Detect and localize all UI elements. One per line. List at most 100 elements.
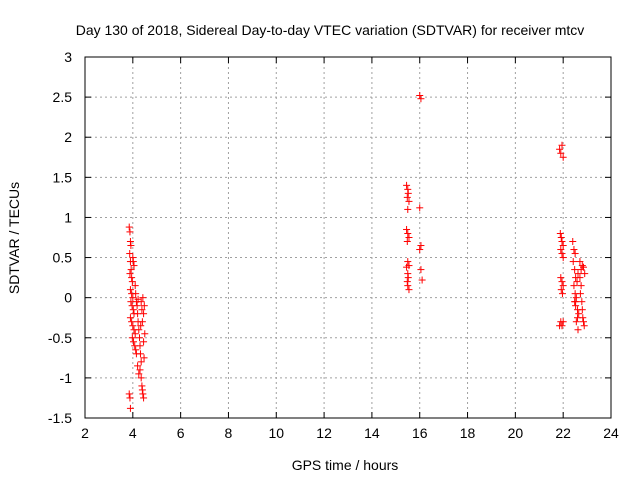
- data-point: [558, 141, 566, 149]
- data-point: [556, 322, 564, 330]
- data-point: [405, 197, 413, 205]
- data-point: [575, 310, 583, 318]
- x-axis-title: GPS time / hours: [292, 457, 399, 473]
- data-point: [137, 374, 145, 382]
- data-point: [572, 318, 580, 326]
- x-tick-label: 6: [177, 425, 185, 441]
- data-point: [576, 274, 584, 282]
- data-point: [558, 278, 566, 286]
- data-point: [556, 229, 564, 237]
- data-point: [570, 282, 578, 290]
- data-point: [580, 322, 588, 330]
- data-point: [580, 318, 588, 326]
- data-point: [570, 246, 578, 254]
- grid: [85, 57, 611, 418]
- y-tick-label: -0.5: [48, 330, 72, 346]
- data-point: [571, 266, 579, 274]
- plot-frame: [84, 56, 612, 419]
- data-point: [574, 326, 582, 334]
- data-point: [417, 95, 425, 103]
- data-point: [557, 286, 565, 294]
- data-point: [141, 330, 149, 338]
- axis-ticks: [84, 56, 612, 419]
- data-point: [126, 250, 134, 258]
- data-point: [557, 234, 565, 241]
- data-point: [138, 318, 146, 326]
- data-point: [403, 238, 411, 246]
- data-point: [135, 370, 143, 378]
- data-point: [416, 92, 424, 100]
- data-point: [559, 282, 567, 290]
- chart-title: Day 130 of 2018, Sidereal Day-to-day VTE…: [76, 22, 585, 38]
- data-point: [129, 258, 137, 266]
- data-point: [403, 263, 411, 271]
- data-point: [557, 246, 565, 254]
- data-point: [558, 238, 566, 246]
- data-point: [128, 334, 136, 342]
- data-point: [139, 294, 147, 302]
- x-tick-label: 8: [225, 425, 233, 441]
- data-point: [581, 270, 589, 278]
- x-tick-label: 18: [460, 425, 476, 441]
- data-point: [569, 258, 577, 266]
- data-point: [129, 294, 137, 302]
- data-point: [126, 314, 134, 322]
- data-point: [559, 242, 567, 250]
- data-point: [128, 278, 136, 286]
- y-tick-label: 3: [64, 49, 72, 65]
- data-point: [418, 276, 426, 284]
- data-point: [578, 262, 586, 270]
- data-point: [404, 205, 412, 213]
- y-axis-title: SDTVAR / TECUs: [6, 182, 22, 294]
- data-point: [132, 290, 140, 298]
- tick-labels: 2 4 6 8 10 12 14 16 18 20 22 24-1.5-1-0.500.511.522…: [48, 49, 619, 441]
- data-point: [133, 302, 141, 310]
- data-point: [572, 294, 580, 302]
- x-tick-label: 20: [508, 425, 524, 441]
- x-tick-label: 2: [81, 425, 89, 441]
- data-point: [140, 302, 148, 310]
- data-point: [125, 223, 133, 231]
- data-point: [135, 326, 143, 334]
- data-point: [576, 290, 584, 298]
- x-tick-label: 12: [316, 425, 332, 441]
- data-point: [417, 266, 425, 274]
- data-point: [136, 334, 144, 342]
- data-point: [577, 282, 585, 290]
- data-point: [134, 362, 142, 370]
- data-point: [134, 295, 142, 303]
- data-point: [558, 250, 566, 258]
- y-tick-label: -1: [60, 370, 73, 386]
- data-point: [126, 228, 134, 236]
- data-point: [404, 229, 412, 237]
- data-point: [556, 145, 564, 153]
- data-point: [403, 181, 411, 189]
- data-point: [126, 270, 134, 278]
- data-point: [128, 274, 136, 282]
- x-tick-label: 4: [129, 425, 137, 441]
- x-tick-label: 14: [364, 425, 380, 441]
- data-point: [559, 153, 567, 161]
- data-point: [136, 350, 144, 358]
- data-point: [559, 254, 567, 262]
- data-point: [573, 278, 581, 286]
- data-point: [576, 258, 584, 266]
- data-point: [132, 346, 140, 354]
- data-point: [405, 286, 413, 294]
- data-point: [129, 306, 137, 314]
- x-tick-label: 16: [412, 425, 428, 441]
- data-point: [574, 314, 582, 322]
- data-point: [125, 390, 133, 398]
- data-point: [557, 274, 565, 282]
- data-point: [131, 330, 139, 338]
- data-point: [130, 262, 138, 270]
- data-point: [128, 318, 136, 326]
- data-point: [404, 258, 412, 266]
- data-point: [578, 306, 586, 314]
- y-tick-label: 2.5: [53, 89, 73, 105]
- data-point: [405, 234, 413, 241]
- data-point: [403, 193, 411, 201]
- data-point: [136, 342, 144, 350]
- data-point: [134, 310, 142, 318]
- data-point: [571, 298, 579, 306]
